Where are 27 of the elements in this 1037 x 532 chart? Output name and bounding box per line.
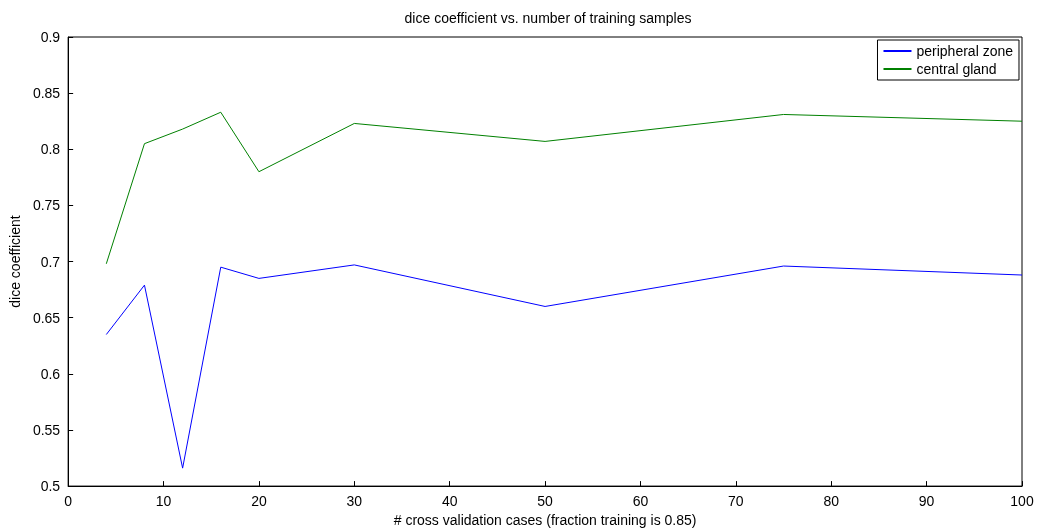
x-tick-label: 20 [251,493,267,510]
legend-label: peripheral zone [916,43,1014,59]
y-tick-label: 0.55 [32,421,61,438]
x-axis-title: # cross validation cases (fraction training is 0.85) [393,512,697,528]
y-axis-title: dice coefficient [7,215,23,308]
y-tick-label: 0.5 [40,478,61,495]
x-tick-label: 40 [441,493,458,510]
x-tick-label: 10 [155,493,172,510]
x-tick-label: 50 [537,493,554,510]
x-tick-label: 70 [728,493,744,510]
y-tick-label: 0.9 [40,29,61,45]
x-tick-label: 80 [823,493,840,510]
line-series [105,264,1023,469]
y-tick-label: 0.75 [32,197,61,214]
x-tick-label: 0 [64,493,73,510]
x-tick-label: 60 [632,493,649,510]
line-series [105,111,1023,265]
y-tick-label: 0.8 [40,141,61,158]
y-tick-label: 0.7 [40,253,61,270]
y-tick-label: 0.85 [32,85,61,102]
legend-label: central gland [916,61,997,77]
x-tick-label: 100 [1010,493,1034,510]
chart-title: dice coefficient vs. number of training samples [404,10,692,26]
x-tick-label: 30 [346,493,363,510]
y-tick-label: 0.65 [32,309,61,326]
x-tick-label: 90 [918,493,935,510]
y-tick-label: 0.6 [40,365,61,382]
